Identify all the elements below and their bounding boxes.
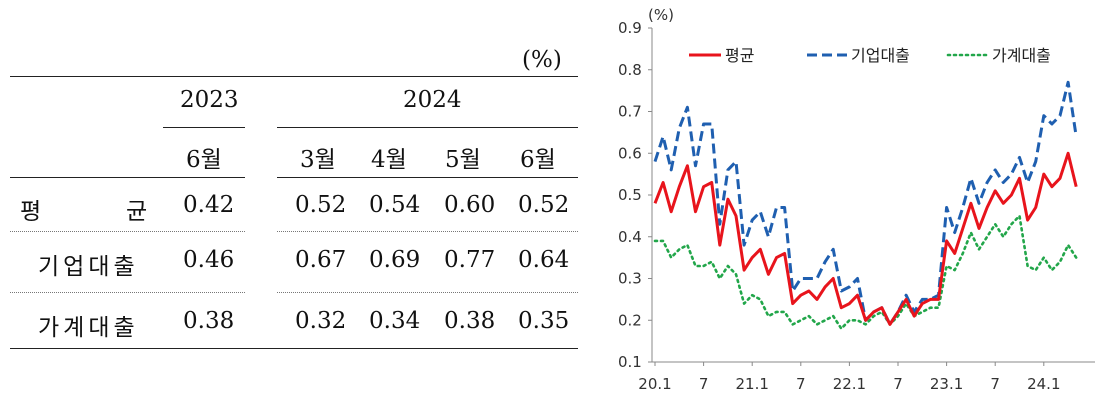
row-label-corporate: 기업대출 (38, 254, 139, 280)
row-separator-2-right (277, 292, 578, 293)
y-tick-label: 0.7 (618, 103, 642, 121)
cell-corporate-2023-06: 0.46 (183, 247, 235, 273)
series-line-average (653, 151, 1078, 326)
month-header-2024-mar: 3월 (300, 147, 336, 173)
y-tick-label: 0.8 (618, 61, 642, 79)
year-underline-2024 (277, 127, 578, 128)
x-tick-label: 22.1 (833, 375, 866, 393)
legend-label-average: 평균 (725, 46, 754, 65)
y-axis: 0.1 0.2 0.3 0.4 0.5 0.6 0.7 0.8 0.9 (618, 19, 652, 371)
cell-household-2023-06: 0.38 (183, 308, 235, 334)
x-tick-label: 7 (796, 375, 806, 393)
year-2024-header: 2024 (403, 87, 462, 113)
legend-label-household: 가계대출 (992, 46, 1051, 65)
cell-average-2024-06: 0.52 (518, 192, 570, 218)
x-tick-label: 21.1 (735, 375, 768, 393)
x-tick-label: 7 (893, 375, 903, 393)
row-label-household: 가계대출 (38, 315, 139, 341)
cell-corporate-2024-05: 0.77 (444, 247, 496, 273)
x-tick-label: 24.1 (1027, 375, 1060, 393)
cell-household-2024-05: 0.38 (444, 308, 496, 334)
cell-average-2024-04: 0.54 (369, 192, 421, 218)
cell-average-2024-03: 0.52 (295, 192, 347, 218)
table-top-rule (10, 76, 578, 77)
delinquency-table: (%) 2023 2024 6월 3월 4월 5월 6월 평 균 0.42 0.… (10, 47, 578, 349)
series-line-corporate (653, 80, 1078, 326)
month-header-2023-jun: 6월 (186, 147, 222, 173)
row-separator-2-left (10, 292, 245, 293)
header-rule-right (277, 177, 578, 178)
row-label-average-right: 균 (126, 199, 148, 225)
cell-corporate-2024-04: 0.69 (369, 247, 421, 273)
chart-unit-label: (%) (648, 6, 674, 24)
y-tick-label: 0.2 (618, 311, 642, 329)
table-bottom-rule (10, 348, 578, 349)
cell-household-2024-06: 0.35 (518, 308, 570, 334)
cell-household-2024-04: 0.34 (369, 308, 421, 334)
y-tick-label: 0.6 (618, 144, 642, 162)
x-axis: 20.1 7 21.1 7 22.1 7 23.1 7 24.1 (638, 362, 1061, 393)
month-header-2024-jun: 6월 (520, 147, 556, 173)
year-2023-header: 2023 (180, 87, 239, 113)
table-unit: (%) (522, 47, 562, 73)
row-separator-1-right (277, 231, 578, 232)
x-tick-label: 7 (699, 375, 709, 393)
cell-corporate-2024-06: 0.64 (518, 247, 570, 273)
chart-legend: 평균 기업대출 가계대출 (682, 38, 1092, 72)
cell-household-2024-03: 0.32 (295, 308, 347, 334)
y-tick-label: 0.4 (618, 228, 642, 246)
cell-corporate-2024-03: 0.67 (295, 247, 347, 273)
x-tick-label: 7 (990, 375, 1000, 393)
y-tick-label: 0.9 (618, 19, 642, 37)
year-underline-2023 (163, 127, 245, 128)
legend-background (682, 38, 1092, 72)
legend-label-corporate: 기업대출 (851, 46, 910, 65)
series-layer (653, 80, 1078, 330)
month-header-2024-apr: 4월 (371, 147, 407, 173)
y-tick-label: 0.5 (618, 186, 642, 204)
header-rule-left (10, 177, 245, 178)
x-tick-label: 20.1 (638, 375, 671, 393)
delinquency-line-chart: (%) 0.1 0.2 0.3 0.4 0.5 0.6 0.7 0.8 0.9 20.1 7 21.… (618, 6, 1095, 393)
y-tick-label: 0.1 (618, 353, 642, 371)
cell-average-2023-06: 0.42 (183, 192, 235, 218)
month-header-2024-may: 5월 (445, 147, 481, 173)
row-label-average-left: 평 (20, 199, 42, 225)
row-separator-1-left (10, 231, 245, 232)
y-tick-label: 0.3 (618, 270, 642, 288)
cell-average-2024-05: 0.60 (444, 192, 496, 218)
series-line-household (653, 214, 1078, 330)
x-tick-label: 23.1 (930, 375, 963, 393)
